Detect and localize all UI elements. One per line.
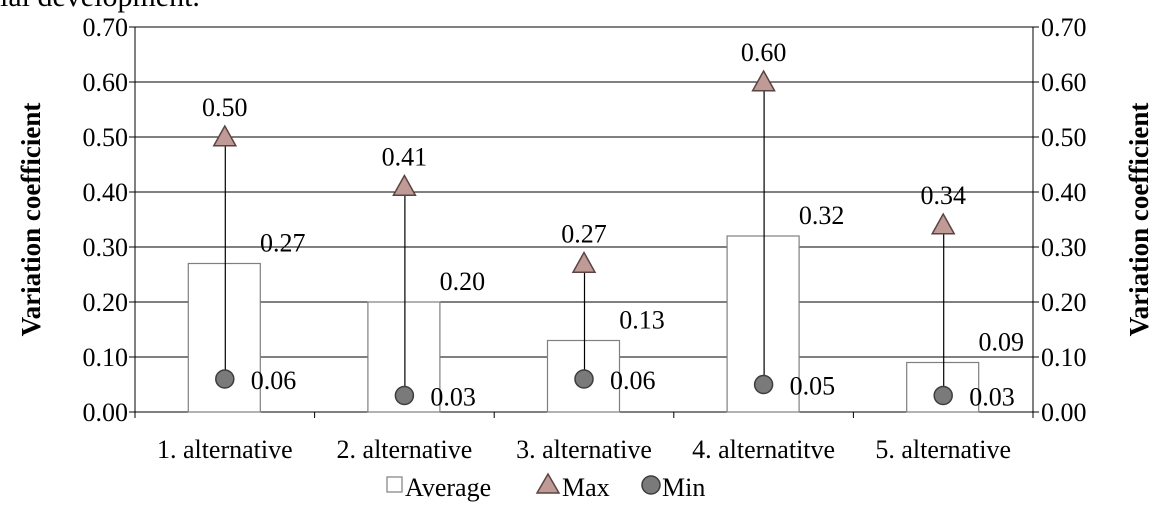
- max-value-label: 0.41: [382, 143, 428, 172]
- y-tick-label-right: 0.20: [1041, 288, 1087, 317]
- max-marker: [571, 250, 597, 274]
- y-tick-label-right: 0.40: [1041, 178, 1087, 207]
- max-marker: [751, 69, 776, 92]
- y-axis-title-right: Variation coefficient: [1124, 103, 1154, 337]
- y-axis-title-left: Variation coefficient: [16, 103, 46, 337]
- average-value-label: 0.27: [260, 229, 306, 258]
- y-tick-label-right: 0.60: [1041, 68, 1087, 97]
- legend-min-swatch: [641, 475, 661, 495]
- legend-average-label: Average: [405, 473, 491, 502]
- legend-max-swatch: [535, 472, 561, 494]
- x-category-label: 5. alternative: [875, 435, 1011, 464]
- legend-average-swatch: [386, 476, 403, 493]
- min-value-label: 0.06: [251, 366, 296, 395]
- max-marker: [212, 124, 238, 147]
- legend: Average Max Min: [386, 472, 705, 502]
- y-tick-label-left: 0.50: [83, 123, 129, 152]
- data-labels: 0.50 0.27 0.06 0.41 0.20 0.03 0.27 0.13 0.06 0.60…: [202, 38, 1024, 412]
- y-tick-label-right: 0.50: [1041, 123, 1087, 152]
- y-tick-label-left: 0.60: [83, 68, 129, 97]
- x-category-label: 1. alternative: [157, 435, 293, 464]
- legend-min-label: Min: [662, 473, 705, 502]
- average-value-label: 0.13: [619, 306, 665, 335]
- y-tick-label-left: 0.70: [83, 13, 129, 42]
- max-value-label: 0.50: [202, 93, 248, 122]
- average-bar: [187, 262, 261, 413]
- min-value-label: 0.03: [430, 383, 476, 412]
- max-value-label: 0.60: [741, 38, 787, 67]
- min-marker: [753, 374, 774, 395]
- x-category-label: 2. alternative: [337, 435, 473, 464]
- max-value-label: 0.34: [920, 181, 966, 210]
- average-value-label: 0.32: [799, 201, 845, 230]
- min-value-label: 0.05: [790, 372, 836, 401]
- min-value-label: 0.06: [610, 366, 656, 395]
- average-value-label: 0.20: [440, 267, 486, 296]
- x-category-label: 3. alternative: [516, 435, 652, 464]
- axis-titles: Variation coefficient Variation coefficie…: [16, 103, 1154, 337]
- high-low-lines: [224, 82, 945, 396]
- average-bars: [187, 235, 980, 413]
- page-text-fragment: ial development.: [0, 0, 200, 14]
- min-marker: [394, 385, 415, 406]
- y-tick-label-left: 0.30: [83, 233, 129, 262]
- y-tick-label-left: 0.40: [83, 178, 129, 207]
- min-marker: [574, 369, 594, 389]
- x-category-label: 4. alternatitve: [692, 435, 835, 464]
- y-tick-label-right: 0.10: [1041, 343, 1087, 372]
- max-marker: [392, 173, 417, 197]
- max-value-label: 0.27: [561, 220, 607, 249]
- y-tick-label-left: 0.20: [83, 288, 129, 317]
- y-tick-label-right: 0.70: [1041, 13, 1087, 42]
- min-marker: [933, 385, 953, 406]
- tick-labels: 0.00 0.00 0.10 0.10 0.20 0.20 0.30 0.30 0.40 0.40…: [83, 13, 1087, 464]
- y-tick-label-right: 0.30: [1041, 233, 1087, 262]
- y-tick-label-left: 0.00: [83, 398, 129, 427]
- min-value-label: 0.03: [969, 383, 1015, 412]
- average-value-label: 0.09: [978, 328, 1024, 357]
- y-tick-label-left: 0.10: [83, 343, 129, 372]
- min-marker: [215, 369, 235, 389]
- max-marker: [930, 212, 956, 235]
- legend-max-label: Max: [562, 473, 610, 502]
- markers: [212, 69, 956, 406]
- y-tick-label-right: 0.00: [1041, 398, 1087, 427]
